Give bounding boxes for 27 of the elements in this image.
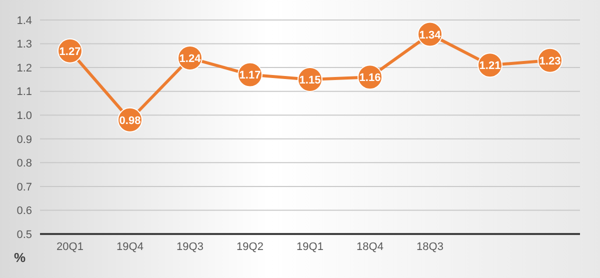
data-label: 1.34 [419,29,442,42]
data-label: 1.27 [59,46,81,58]
data-label: 1.24 [179,53,202,66]
y-tick-label: 0.9 [16,134,32,146]
y-tick-label: 1.1 [16,86,32,98]
x-tick-label: 19Q2 [236,240,264,253]
x-tick-label: 18Q3 [416,240,444,253]
x-tick-label: 20Q1 [56,240,84,253]
y-tick-label: 1.0 [16,110,32,122]
y-tick-label: 1.4 [16,14,32,27]
x-tick-label: 19Q4 [116,240,144,253]
data-label: 1.21 [479,60,501,72]
y-axis-title: % [14,250,26,265]
y-tick-label: 0.7 [16,181,32,194]
data-label: 1.17 [239,70,261,82]
data-label: 1.15 [299,74,321,86]
x-tick-label: 18Q4 [356,240,384,253]
y-tick-label: 0.8 [16,158,32,170]
data-label: 1.23 [539,55,561,68]
x-tick-label: 19Q3 [176,240,204,253]
y-tick-label: 0.5 [16,228,32,241]
data-label: 1.16 [359,72,381,84]
y-tick-label: 0.6 [16,205,32,218]
data-label: 0.98 [119,114,141,127]
y-tick-label: 1.2 [16,62,32,74]
y-tick-label: 1.3 [16,38,32,51]
x-tick-label: 19Q1 [296,240,324,253]
